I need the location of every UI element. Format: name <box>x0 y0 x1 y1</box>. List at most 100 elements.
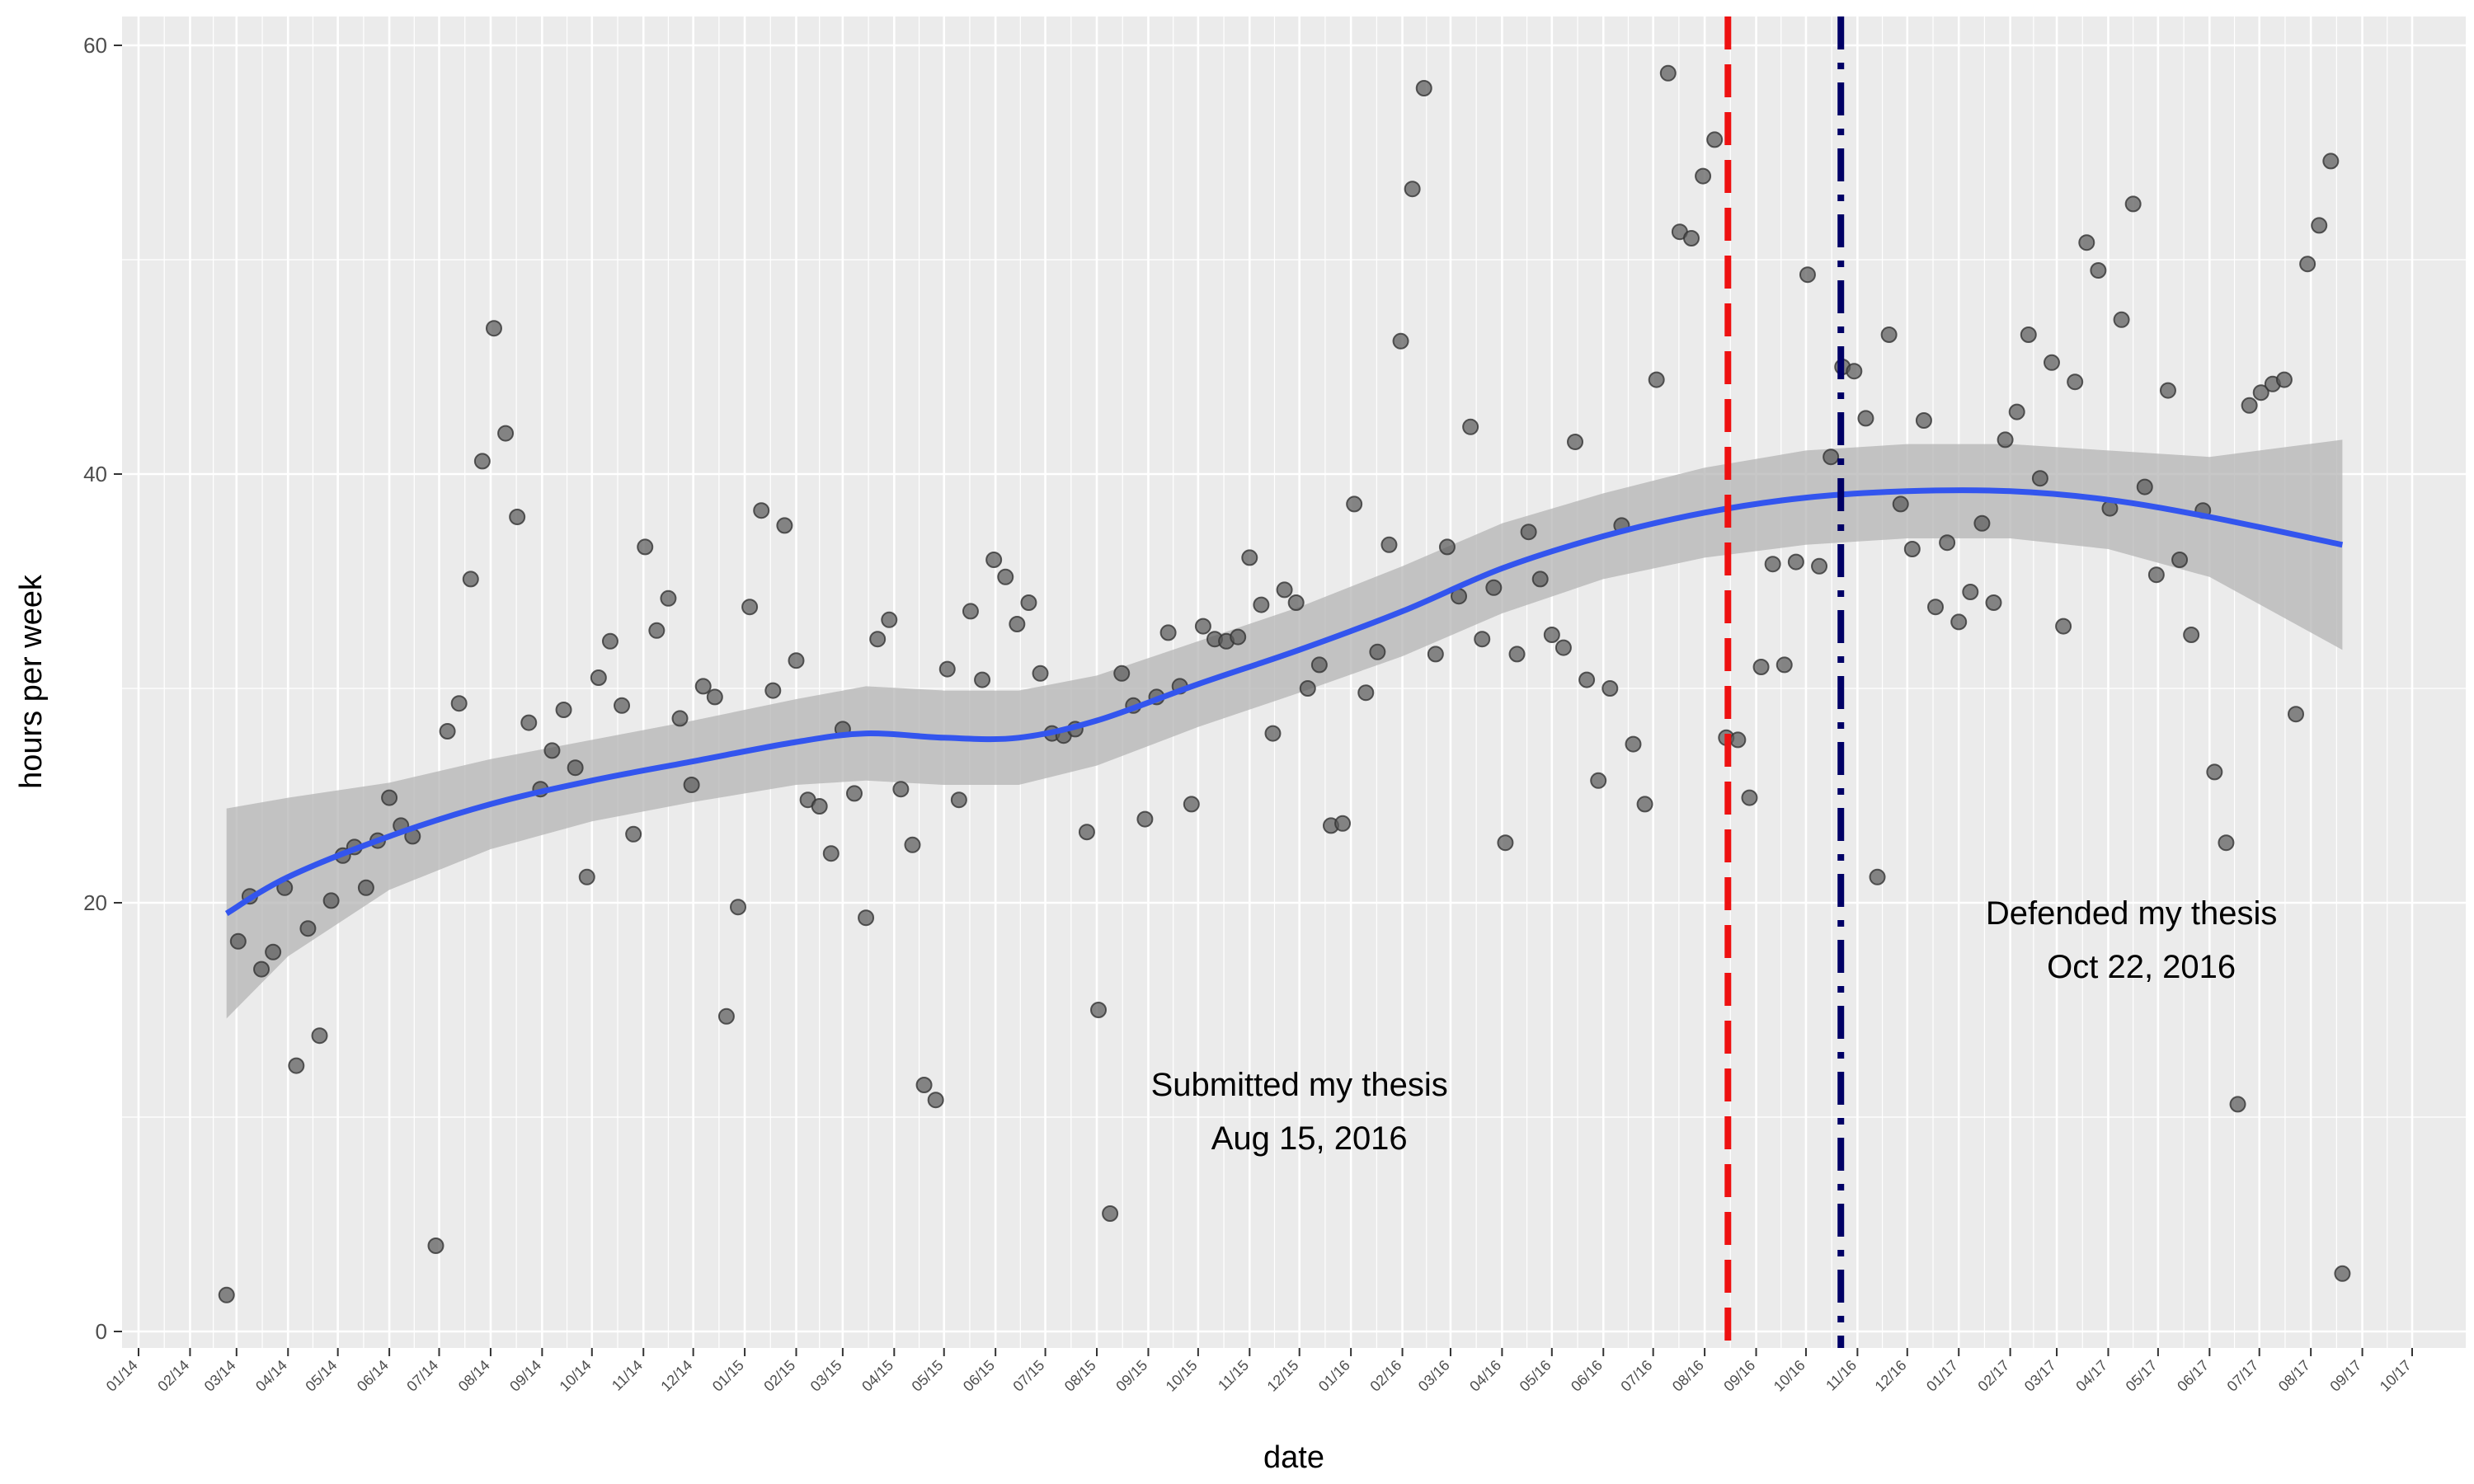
data-point <box>473 453 491 470</box>
data-point <box>450 695 468 712</box>
data-point <box>648 622 666 639</box>
data-point <box>2147 566 2165 584</box>
x-tick-label: 02/17 <box>1974 1357 2012 1395</box>
data-point <box>2159 382 2176 399</box>
data-point <box>2299 256 2316 273</box>
x-tick-label: 07/15 <box>1009 1357 1047 1395</box>
data-point <box>1787 553 1804 571</box>
data-point <box>1682 230 1700 247</box>
data-point <box>543 742 561 759</box>
data-point <box>462 571 479 588</box>
data-point <box>601 632 618 650</box>
x-tick-label: 04/17 <box>2072 1357 2110 1395</box>
data-point <box>1346 495 1363 513</box>
data-point <box>1415 80 1432 96</box>
data-point <box>2183 627 2200 643</box>
x-tick-label: 08/14 <box>455 1357 493 1395</box>
data-point <box>2288 706 2305 723</box>
x-tick-label: 03/17 <box>2021 1357 2059 1395</box>
data-point <box>567 759 584 777</box>
data-point <box>1973 514 1991 532</box>
x-tick-label: 05/14 <box>302 1357 340 1395</box>
data-point <box>1695 167 1712 185</box>
data-point <box>1136 810 1154 828</box>
data-point <box>822 845 840 862</box>
data-point <box>1230 628 1247 646</box>
data-point <box>2031 470 2048 487</box>
data-point <box>1194 618 1211 635</box>
x-tick-label: 11/15 <box>1215 1357 1252 1394</box>
x-tick-label: 05/15 <box>909 1357 947 1395</box>
data-point <box>694 678 712 695</box>
data-point <box>1485 579 1503 596</box>
x-axis-title: date <box>1263 1440 1324 1475</box>
data-point <box>1939 534 1956 552</box>
data-point <box>1159 624 1177 641</box>
data-point <box>2218 834 2235 852</box>
data-point <box>1009 616 1026 632</box>
data-point <box>2322 153 2340 170</box>
data-point <box>1578 671 1596 688</box>
x-tick-label: 01/16 <box>1315 1357 1353 1395</box>
data-point <box>730 899 747 916</box>
data-point <box>974 671 991 688</box>
data-point <box>288 1057 305 1074</box>
annotation-line2: Aug 15, 2016 <box>1211 1120 1408 1157</box>
data-point <box>950 791 967 809</box>
y-tick-label: 40 <box>83 462 107 486</box>
data-point <box>811 798 828 815</box>
x-tick-label: 09/14 <box>506 1357 544 1395</box>
x-tick-label: 09/17 <box>2326 1357 2364 1395</box>
data-point <box>1892 495 1909 513</box>
y-axis-title: hours per week <box>14 574 49 789</box>
data-point <box>1764 556 1781 573</box>
data-point <box>1438 538 1456 556</box>
data-point <box>1102 1205 1119 1222</box>
data-point <box>2311 217 2328 234</box>
data-point <box>1950 613 1968 631</box>
x-tick-label: 11/16 <box>1823 1357 1860 1394</box>
data-point <box>1334 815 1352 832</box>
x-tick-label: 04/16 <box>1466 1357 1504 1395</box>
data-point <box>311 1027 328 1045</box>
x-tick-label: 09/15 <box>1112 1357 1150 1395</box>
data-point <box>1404 181 1421 198</box>
data-point <box>881 611 898 628</box>
data-point <box>427 1237 444 1254</box>
data-point <box>869 631 887 648</box>
data-point <box>555 702 572 718</box>
data-point <box>2008 403 2025 420</box>
x-tick-label: 10/17 <box>2377 1357 2415 1395</box>
data-point <box>1531 571 1549 588</box>
data-point <box>2078 234 2095 251</box>
x-tick-label: 07/16 <box>1617 1357 1655 1395</box>
data-point <box>578 868 595 885</box>
data-point <box>660 589 677 607</box>
data-point <box>509 509 526 525</box>
data-point <box>845 785 863 802</box>
x-tick-label: 04/14 <box>252 1357 290 1395</box>
data-point <box>1497 834 1514 852</box>
data-point <box>497 425 515 442</box>
data-points <box>218 64 2351 1303</box>
x-tick-label: 06/15 <box>960 1357 998 1395</box>
data-point <box>1729 731 1747 749</box>
data-point <box>1183 796 1200 813</box>
data-point <box>357 879 374 896</box>
x-tick-label: 02/16 <box>1366 1357 1404 1395</box>
y-axis: 0 20 40 60 <box>83 33 122 1344</box>
x-tick-label: 01/15 <box>709 1357 747 1395</box>
data-point <box>1857 410 1874 427</box>
data-point <box>1962 584 1979 600</box>
x-tick-label: 12/16 <box>1872 1357 1910 1395</box>
data-point <box>1567 434 1584 450</box>
x-tick-label: 10/14 <box>557 1357 595 1395</box>
smooth-trend-line <box>224 487 2344 917</box>
data-point <box>1636 796 1653 813</box>
data-point <box>1113 665 1131 682</box>
y-tick-label: 60 <box>83 33 107 58</box>
data-point <box>625 825 642 843</box>
x-tick-label: 08/16 <box>1669 1357 1707 1395</box>
data-point <box>858 909 875 927</box>
